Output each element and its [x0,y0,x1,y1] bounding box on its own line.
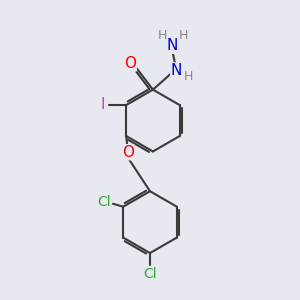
Text: H: H [178,29,188,42]
Text: N: N [171,63,182,78]
Text: I: I [100,97,105,112]
Text: Cl: Cl [97,195,111,209]
Text: Cl: Cl [143,267,157,281]
Text: H: H [158,29,167,42]
Text: N: N [167,38,178,53]
Text: O: O [122,145,134,160]
Text: H: H [184,70,194,83]
Text: O: O [124,56,136,70]
